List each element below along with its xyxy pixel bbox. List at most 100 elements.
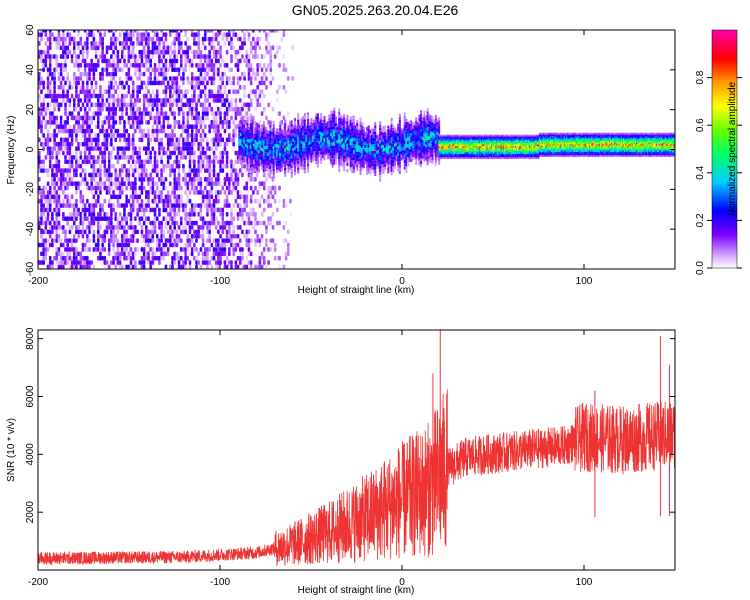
spectrogram-cell (238, 194, 242, 200)
spectrogram-cell (190, 102, 194, 108)
spectrogram-cell (217, 198, 220, 204)
spectrogram-cell (57, 84, 61, 90)
spectrogram-cell (254, 93, 257, 99)
spectrogram-cell (125, 198, 128, 204)
spectrogram-cell (62, 120, 65, 125)
spectrogram-cell (70, 36, 74, 42)
spectrogram-cell (101, 128, 104, 134)
spectrogram-cell (276, 207, 279, 213)
spectrogram-cell (134, 181, 137, 186)
spectrogram-cell (153, 155, 157, 160)
spectrogram-cell (158, 111, 161, 116)
spectrogram-cell (94, 84, 98, 90)
spectrogram-cell (258, 45, 262, 51)
spectrogram-cell (116, 247, 120, 252)
spectrogram-cell (153, 216, 157, 222)
spectrogram-cell (81, 255, 85, 261)
spectrogram-cell (246, 160, 249, 165)
spectrogram-cell (265, 45, 268, 51)
spectrogram-cell (195, 84, 198, 90)
spectrogram-cell (175, 155, 179, 160)
spectrogram-cell (252, 212, 255, 217)
spectrogram-cell (53, 76, 56, 81)
spectrogram-cell (44, 32, 48, 37)
spectrogram-cell (107, 181, 111, 186)
spectrogram-cell (120, 176, 124, 182)
spectrogram-cell (269, 216, 273, 222)
spectrogram-cell (217, 137, 220, 143)
spectrogram-cell (158, 242, 161, 248)
spectrogram-cell (175, 238, 179, 243)
spectrogram-cell (101, 207, 104, 213)
spectrogram-cell (103, 137, 107, 143)
spectrogram-cell (223, 198, 227, 204)
spectrogram-cell (271, 225, 275, 230)
spectrogram-cell (164, 45, 168, 51)
spectrogram-cell (262, 30, 266, 33)
spectrogram-cell (221, 238, 225, 243)
spectrogram-cell (66, 115, 69, 121)
spectrogram-cell (169, 229, 172, 235)
spectrogram-cell (249, 251, 253, 257)
spectrogram-cell (269, 172, 272, 176)
spectrogram-cell (51, 163, 54, 169)
spectrogram-cell (129, 207, 133, 213)
spectrogram-cell (221, 163, 225, 169)
spectrogram-cell (256, 198, 259, 204)
spectrogram-cell (193, 84, 196, 90)
spectrogram-cell (92, 155, 96, 160)
spectrogram-cell (55, 251, 59, 257)
spectrogram-cell (228, 220, 231, 226)
spectrogram-cell (75, 76, 78, 81)
spectrogram-cell (62, 225, 65, 230)
spectrogram-cell (228, 203, 231, 208)
spectrogram-cell (42, 203, 45, 208)
spectrogram-cell (173, 150, 177, 156)
spectrogram-cell (92, 264, 96, 269)
spectrogram-cell (210, 216, 214, 222)
spectrogram-cell (53, 141, 56, 147)
spectrogram-cell (142, 247, 146, 252)
spectrogram-cell (53, 176, 56, 182)
spectrogram-cell (66, 198, 69, 204)
spectrogram-cell (217, 128, 220, 134)
spectrogram-cell (158, 80, 161, 86)
spectrogram-cell (262, 181, 266, 186)
spectrogram-cell (107, 238, 111, 243)
spectrogram-cell (72, 41, 76, 46)
spectrogram-cell (162, 49, 166, 55)
spectrogram-cell (147, 198, 150, 204)
spectrogram-cell (66, 247, 69, 252)
spectrogram-cell (262, 198, 266, 204)
spectrogram-cell (208, 207, 211, 213)
spectrogram-cell (230, 163, 233, 169)
spectrogram-cell (208, 176, 211, 182)
spectrogram-cell (120, 111, 124, 116)
spectrogram-cell (131, 124, 135, 130)
spectrogram-cell (92, 36, 96, 42)
spectrogram-cell (203, 185, 207, 191)
spectrogram-cell (142, 220, 146, 226)
spectrogram-cell (53, 185, 56, 191)
spectrogram-cell (107, 133, 111, 138)
spectrogram-cell (234, 102, 238, 108)
spectrogram-cell (92, 176, 96, 182)
spectrogram-cell (164, 203, 168, 208)
spectrogram-cell (212, 141, 216, 147)
spectrogram-cell (236, 242, 240, 248)
spectrogram-cell (40, 58, 43, 64)
spectrogram-cell (105, 67, 109, 73)
spectrogram-cell (236, 111, 240, 116)
spectrogram-cell (129, 63, 133, 68)
spectrogram-cell (96, 115, 100, 121)
spectrogram-cell (256, 54, 259, 59)
spectrogram-cell (197, 163, 201, 169)
spectrogram-cell (94, 203, 98, 208)
spectrogram-cell (214, 251, 218, 257)
spectrogram-cell (77, 45, 80, 51)
spectrogram-cell (138, 150, 142, 156)
spectrogram-cell (241, 264, 244, 269)
spectrogram-cell (221, 93, 225, 99)
spectrogram-cell (75, 84, 78, 90)
spectrogram-cell (169, 133, 172, 138)
